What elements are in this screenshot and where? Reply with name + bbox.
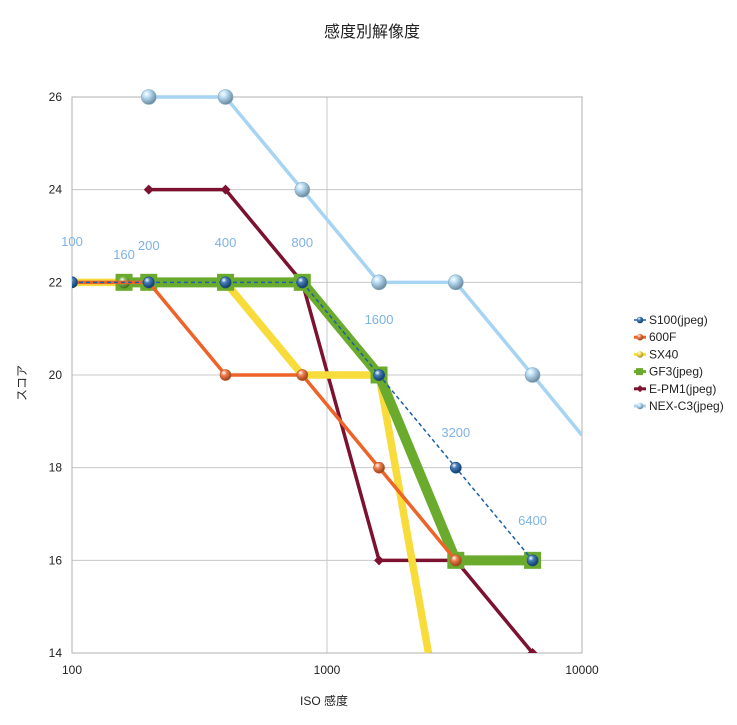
legend: S100(jpeg) 600F SX40 GF3(jpeg) E-PM1(jpeg) NE… [634, 313, 724, 413]
series-layer [72, 89, 582, 653]
iso-annotation: 100 [61, 234, 83, 249]
legend-label: S100(jpeg) [649, 313, 708, 327]
legend-swatch-marker [636, 351, 644, 358]
iso-annotation: 1600 [365, 312, 394, 327]
data-point [373, 461, 385, 474]
y-tick-label: 18 [49, 461, 63, 475]
legend-swatch-marker [636, 316, 644, 324]
y-axis-label: スコア [15, 365, 29, 401]
data-point [72, 276, 78, 289]
legend-item: E-PM1(jpeg) [634, 382, 716, 396]
data-point [448, 274, 464, 291]
x-axis-label: ISO 感度 [300, 693, 348, 708]
data-point [524, 367, 541, 383]
data-point [142, 276, 155, 289]
legend-label: SX40 [649, 347, 679, 361]
legend-item: SX40 [634, 347, 679, 361]
data-point [219, 369, 232, 381]
legend-label: NEX-C3(jpeg) [649, 399, 724, 413]
y-axis-ticks: 14 16 18 20 22 24 26 [49, 90, 63, 660]
x-axis-ticks: 100 1000 10000 [62, 663, 599, 677]
data-point [526, 554, 539, 567]
data-point [220, 184, 231, 195]
data-point [450, 554, 462, 567]
data-point [450, 461, 462, 474]
y-tick-label: 14 [49, 646, 63, 660]
y-tick-label: 26 [49, 90, 63, 104]
data-point [374, 555, 385, 566]
series-nex-c3-jpeg- [140, 89, 582, 437]
legend-swatch-marker [636, 368, 643, 376]
data-point [143, 184, 154, 195]
legend-swatch-marker [636, 333, 644, 341]
data-point [217, 89, 234, 105]
series-s100-jpeg- [72, 276, 539, 567]
legend-item: 600F [634, 330, 676, 344]
iso-annotation: 160 [113, 247, 135, 262]
chart-title: 感度別解像度 [324, 23, 420, 41]
y-tick-label: 16 [49, 553, 63, 567]
data-point [140, 89, 157, 105]
legend-swatch-marker [636, 402, 644, 410]
data-point [527, 648, 538, 653]
y-tick-label: 20 [49, 368, 63, 382]
legend-label: 600F [649, 330, 676, 344]
legend-item: S100(jpeg) [634, 313, 708, 327]
series-line [148, 95, 582, 437]
x-tick-label: 10000 [565, 663, 599, 677]
y-tick-label: 22 [49, 275, 63, 289]
iso-annotation: 3200 [441, 425, 470, 440]
data-point [294, 181, 311, 198]
iso-annotation: 6400 [518, 513, 547, 528]
legend-swatch-marker [636, 385, 644, 393]
x-tick-label: 1000 [314, 663, 341, 677]
iso-annotation: 800 [291, 235, 313, 250]
iso-annotation: 400 [215, 235, 237, 250]
legend-item: GF3(jpeg) [634, 365, 703, 379]
legend-item: NEX-C3(jpeg) [634, 399, 724, 413]
iso-annotation: 200 [138, 238, 160, 253]
data-point [219, 276, 232, 289]
x-tick-label: 100 [62, 663, 82, 677]
data-point [371, 274, 387, 291]
data-point [296, 369, 309, 381]
data-point [373, 369, 385, 381]
plot-border [71, 96, 583, 654]
legend-label: GF3(jpeg) [649, 365, 703, 379]
data-point [296, 276, 309, 289]
legend-label: E-PM1(jpeg) [649, 382, 716, 396]
series-line [72, 281, 534, 561]
y-tick-label: 24 [49, 183, 63, 197]
